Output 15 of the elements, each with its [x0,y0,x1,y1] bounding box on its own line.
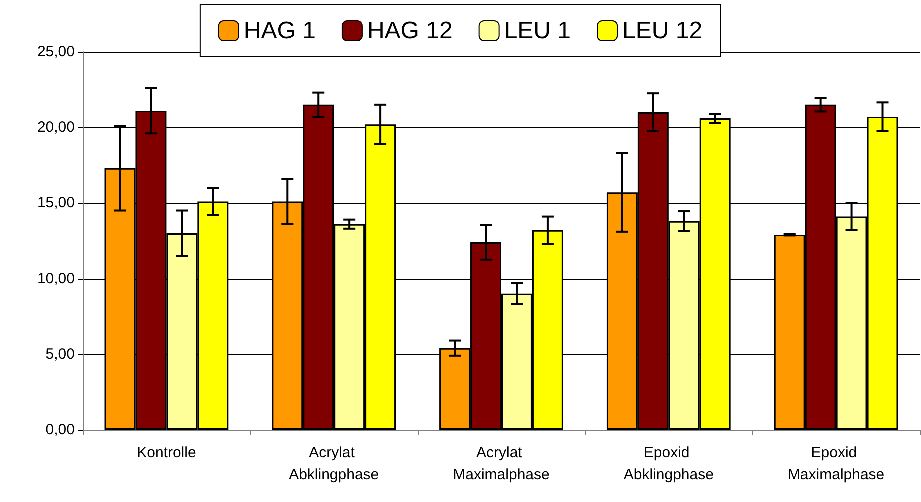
x-tick-label: Epoxid Abklingphase [624,444,714,484]
x-tick-label: Kontrolle [137,444,196,462]
y-tick-label: 15,00 [37,194,75,212]
y-tick-label: 10,00 [37,270,75,288]
x-tick-label: Epoxid Maximalphase [788,444,885,484]
y-tick-label: 25,00 [37,44,75,60]
legend-label: LEU 12 [622,18,703,44]
x-tick-label: Acrylat Abklingphase [289,444,380,484]
x-tick-label: Acrylat Maximalphase [453,444,550,484]
y-tick-label: 20,00 [37,119,75,136]
legend-label: HAG 1 [244,18,316,44]
legend-label: LEU 1 [504,18,572,44]
y-tick-label: 5,00 [46,346,75,363]
y-tick-label: 0,00 [46,422,75,438]
legend-label: HAG 12 [367,18,453,44]
